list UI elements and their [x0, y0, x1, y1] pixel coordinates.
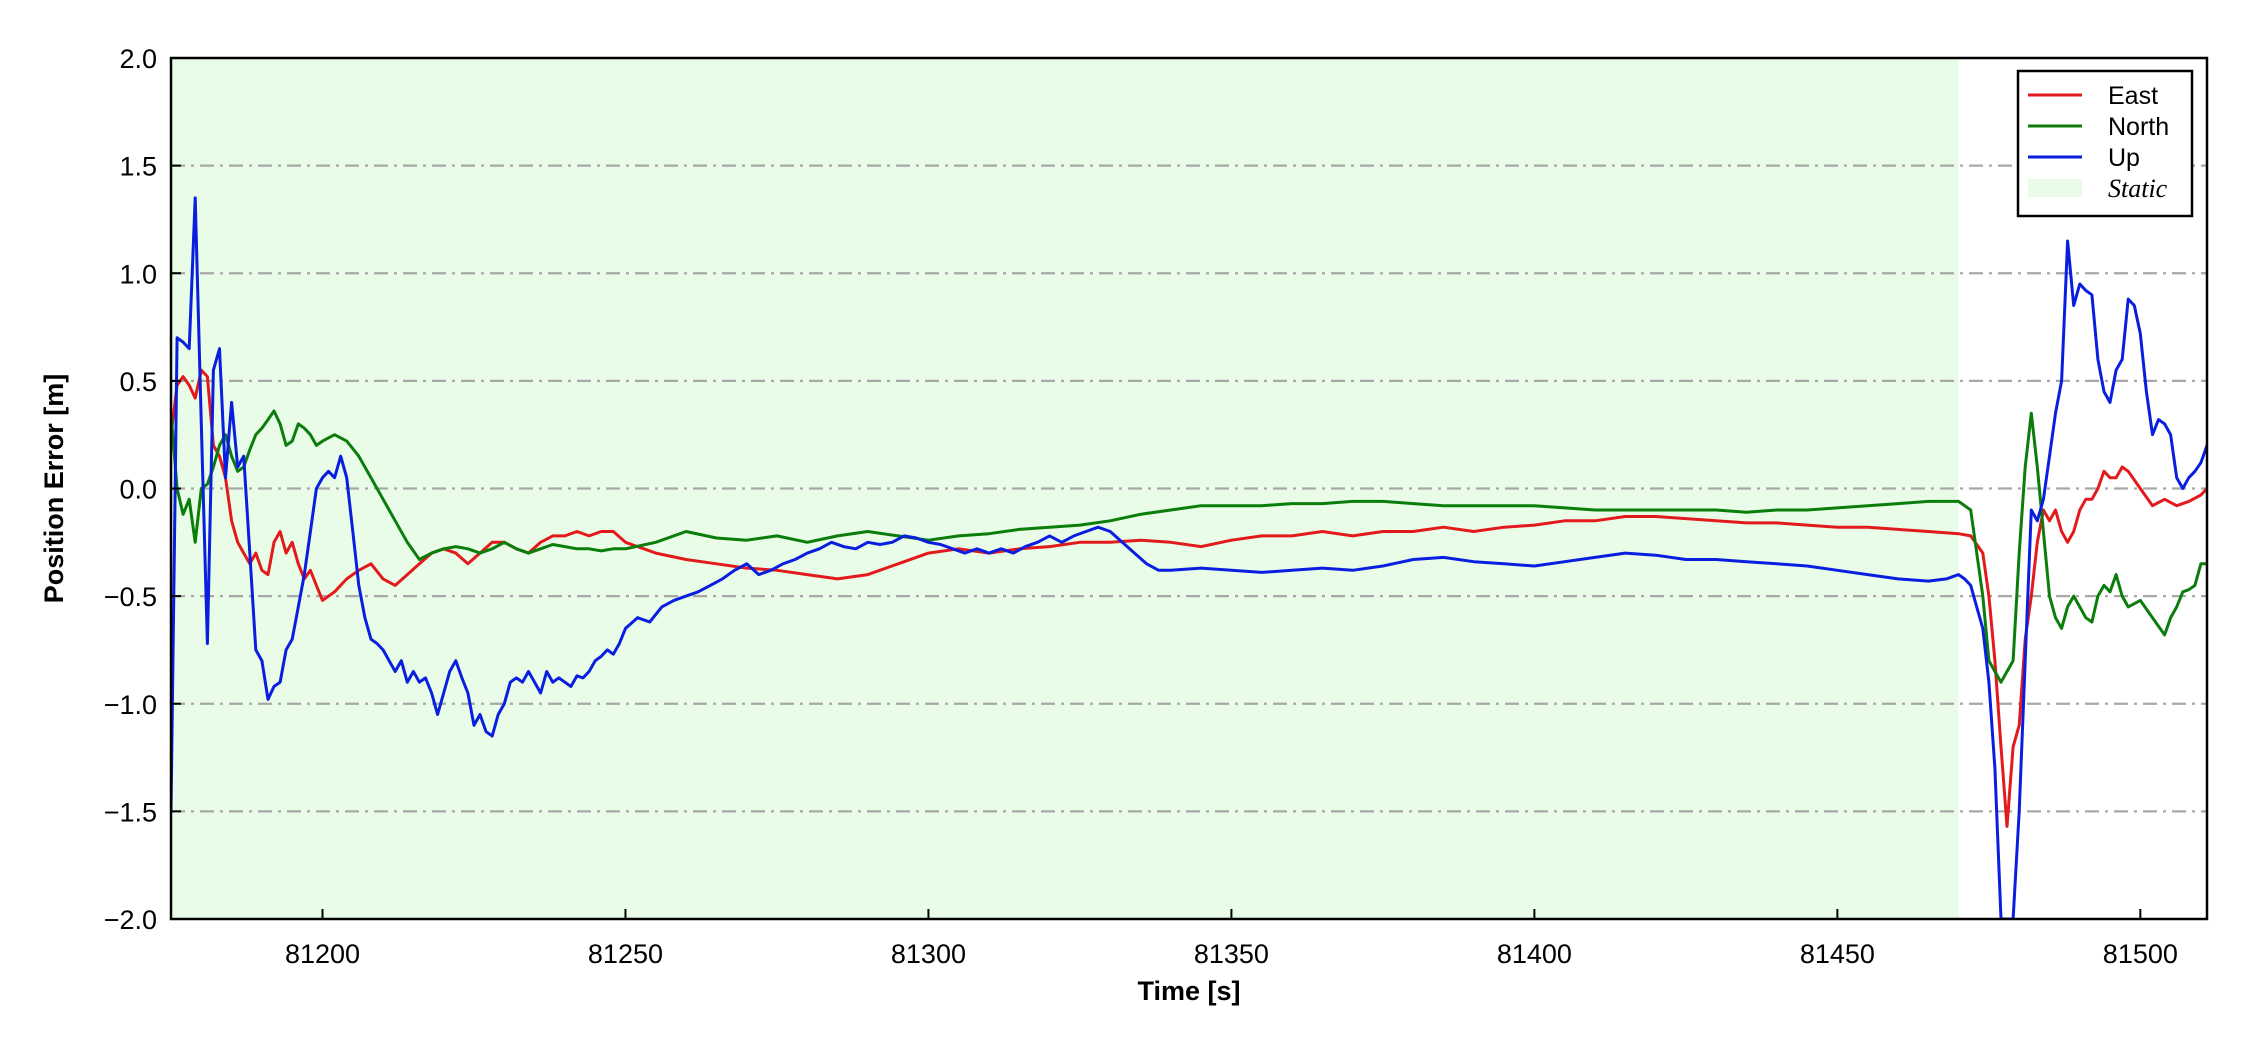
y-tick-label: −1.5	[104, 797, 157, 827]
y-axis-title: Position Error [m]	[39, 374, 69, 604]
series-line-north	[171, 409, 2207, 684]
x-tick-label: 81300	[891, 939, 966, 969]
x-tick-label: 81250	[588, 939, 663, 969]
legend-label-east: East	[2108, 82, 2158, 110]
series-line-up	[171, 196, 2207, 919]
legend-label-north: North	[2108, 113, 2169, 141]
legend-label-up: Up	[2108, 144, 2140, 172]
grid-lines	[171, 164, 2207, 813]
series-lines	[171, 196, 2207, 919]
y-axis-ticks: 2.0 1.5 1.0 0.5 0.0 −0.5 −1.0 −1.5 −2.0	[104, 44, 181, 935]
legend-label-static: Static	[2108, 174, 2168, 203]
y-tick-label: 0.0	[119, 475, 157, 505]
x-axis-title: Time [s]	[1137, 976, 1240, 1006]
legend-swatch-static	[2028, 179, 2082, 197]
x-axis-ticks: 81200 81250 81300 81350 81400 81450 81500	[285, 909, 2178, 969]
x-tick-label: 81450	[1800, 939, 1875, 969]
x-tick-label: 81400	[1497, 939, 1572, 969]
x-tick-label: 81500	[2103, 939, 2178, 969]
y-tick-label: 0.5	[119, 367, 157, 397]
x-tick-label: 81200	[285, 939, 360, 969]
y-tick-label: −2.0	[104, 905, 157, 935]
x-tick-label: 81350	[1194, 939, 1269, 969]
y-tick-label: 1.5	[119, 152, 157, 182]
y-tick-label: −0.5	[104, 582, 157, 612]
y-tick-label: −1.0	[104, 690, 157, 720]
y-tick-label: 2.0	[119, 44, 157, 74]
y-tick-label: 1.0	[119, 259, 157, 289]
